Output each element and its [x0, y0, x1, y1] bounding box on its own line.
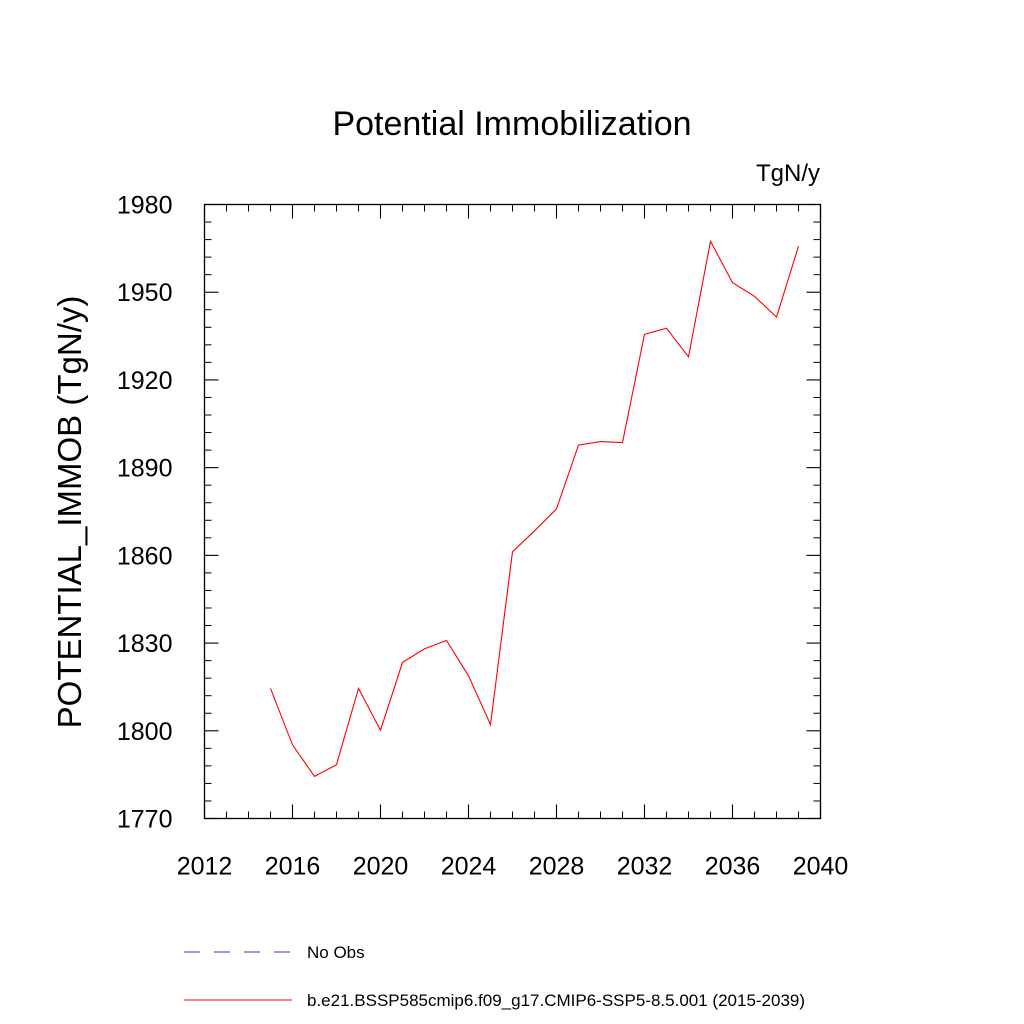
- x-tick-label: 2028: [529, 853, 585, 881]
- y-tick-label: 1770: [117, 806, 173, 834]
- x-tick-label: 2024: [441, 853, 497, 881]
- axis-ticks: [203, 203, 822, 820]
- y-tick-label: 1950: [117, 279, 173, 307]
- legend: No Obs b.e21.BSSP585cmip6.f09_g17.CMIP6-S…: [184, 943, 805, 1010]
- y-tick-label: 1980: [117, 192, 173, 220]
- axis-tick-labels: 2012 2016 2020 2024 2028 2032 2036 2040 1770 1800…: [117, 192, 848, 881]
- x-tick-label: 2040: [793, 853, 849, 881]
- units-label: TgN/y: [756, 160, 820, 187]
- x-tick-label: 2032: [617, 853, 673, 881]
- y-tick-label: 1860: [117, 542, 173, 570]
- x-tick-label: 2016: [265, 853, 321, 881]
- x-tick-label: 2020: [353, 853, 409, 881]
- y-tick-label: 1890: [117, 455, 173, 483]
- x-tick-label: 2012: [177, 853, 233, 881]
- x-tick-label: 2036: [705, 853, 761, 881]
- y-tick-label: 1920: [117, 367, 173, 395]
- y-axis-label: POTENTIAL_IMMOB (TgN/y): [51, 296, 88, 729]
- legend-label: No Obs: [307, 943, 365, 962]
- data-series: [269, 239, 800, 778]
- y-tick-label: 1830: [117, 630, 173, 658]
- plot-frame: [203, 203, 822, 820]
- legend-label: b.e21.BSSP585cmip6.f09_g17.CMIP6-SSP5-8.…: [307, 991, 805, 1010]
- series-line: [269, 239, 800, 778]
- chart-title: Potential Immobilization: [332, 105, 691, 143]
- y-tick-label: 1800: [117, 718, 173, 746]
